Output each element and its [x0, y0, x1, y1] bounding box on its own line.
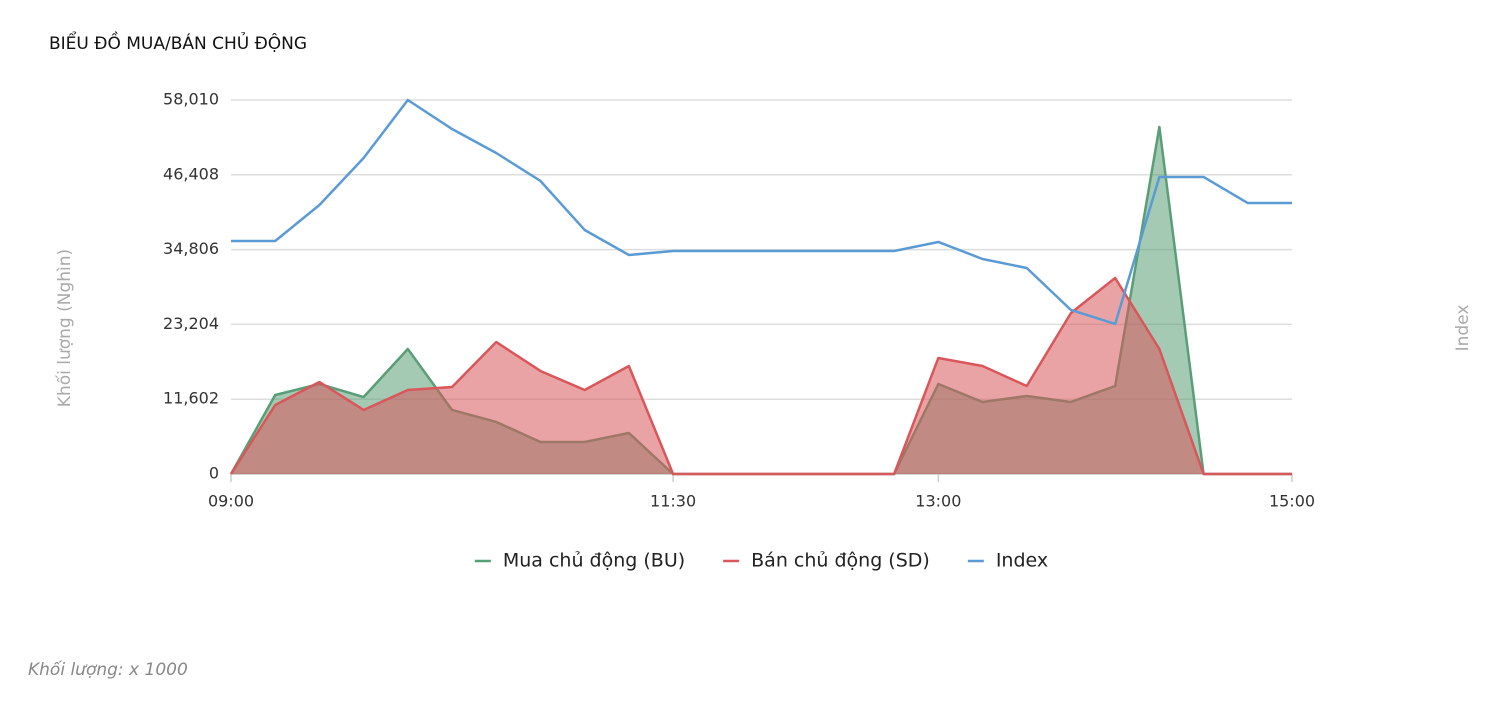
y-tick-label: 58,010 [163, 90, 219, 109]
x-tick-label: 15:00 [1269, 492, 1315, 511]
area-fill [231, 278, 1292, 474]
x-tick-label: 11:30 [650, 492, 696, 511]
y2-axis-label: Index [1453, 305, 1473, 352]
legend-label: Bán chủ động (SD) [751, 550, 930, 572]
y-tick-label: 46,408 [163, 164, 219, 183]
x-tick-label: 13:00 [915, 492, 961, 511]
area-line [229, 276, 1292, 476]
legend-label: Mua chủ động (BU) [503, 550, 685, 572]
footnote: Khối lượng: x 1000 [28, 659, 188, 680]
x-tick-label: 09:00 [208, 492, 254, 511]
y-tick-label: 11,602 [163, 389, 219, 408]
legend-label: Index [996, 550, 1048, 572]
y-tick-label: 23,204 [163, 314, 219, 333]
y-tick-label: 34,806 [163, 239, 219, 258]
line [231, 98, 1292, 326]
y-axis-label: Khối lượng (Nghìn) [54, 249, 75, 407]
chart-title: BIỂU ĐỒ MUA/BÁN CHỦ ĐỘNG [49, 30, 307, 54]
y-tick-label: 0 [209, 464, 219, 483]
legend: Mua chủ động (BU) Bán chủ động (SD) Index [474, 550, 1048, 572]
